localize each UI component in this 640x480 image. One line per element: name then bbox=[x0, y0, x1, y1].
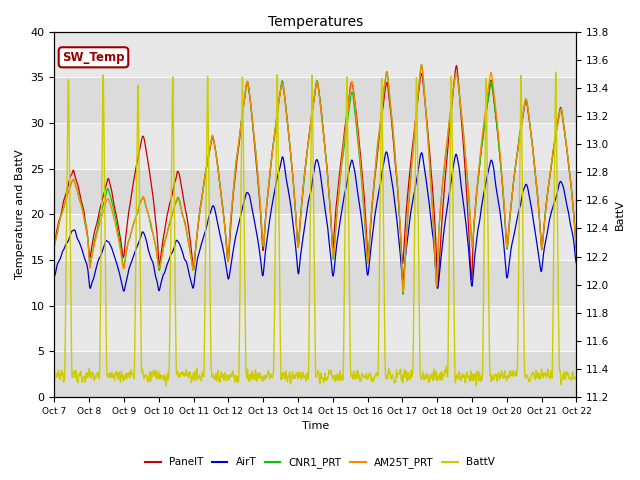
Bar bbox=[54, 351, 577, 397]
Bar bbox=[54, 168, 577, 215]
Bar bbox=[54, 77, 577, 123]
Y-axis label: BattV: BattV bbox=[615, 199, 625, 230]
Y-axis label: Temperature and BattV: Temperature and BattV bbox=[15, 149, 25, 279]
Title: Temperatures: Temperatures bbox=[268, 15, 363, 29]
X-axis label: Time: Time bbox=[302, 421, 329, 432]
Bar bbox=[54, 260, 577, 306]
Text: SW_Temp: SW_Temp bbox=[62, 51, 125, 64]
Legend: PanelT, AirT, CNR1_PRT, AM25T_PRT, BattV: PanelT, AirT, CNR1_PRT, AM25T_PRT, BattV bbox=[141, 453, 499, 472]
